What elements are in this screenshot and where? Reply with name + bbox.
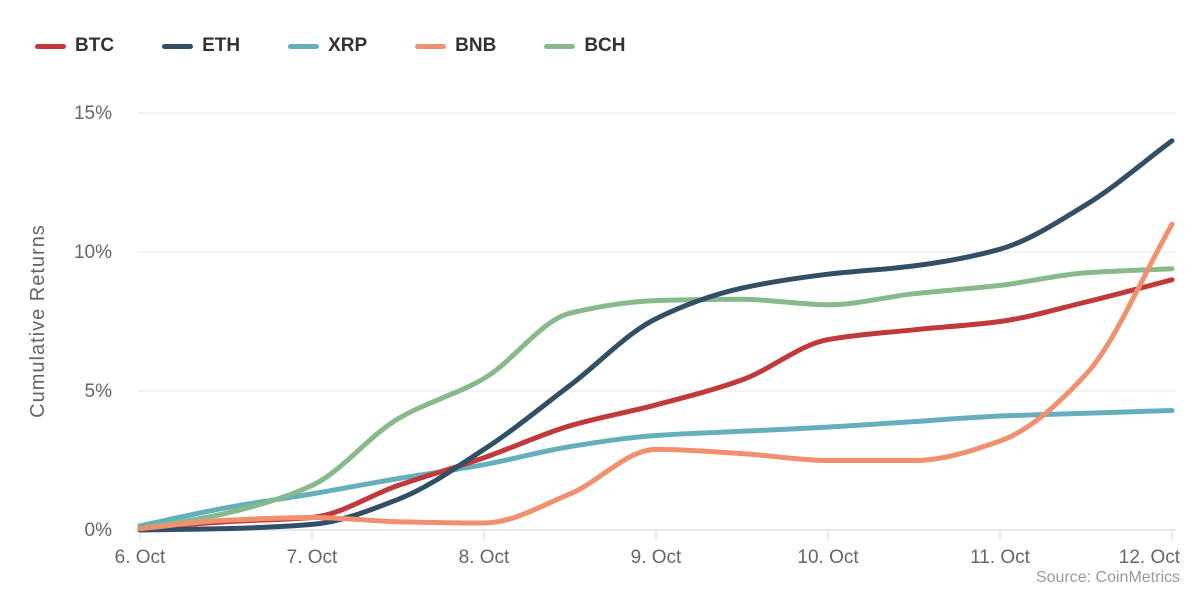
y-axis-label-10pct: 10%: [74, 242, 112, 263]
y-axis-label-0pct: 0%: [85, 520, 113, 541]
legend-item-eth[interactable]: ETH: [162, 34, 240, 58]
legend-item-xrp[interactable]: XRP: [288, 34, 367, 58]
y-axis-label-15pct: 15%: [74, 103, 112, 124]
chart-legend: BTC ETH XRP BNB BCH: [35, 34, 625, 58]
legend-item-bch[interactable]: BCH: [544, 34, 625, 58]
legend-label-eth: ETH: [202, 35, 241, 56]
legend-item-btc[interactable]: BTC: [35, 34, 114, 58]
y-axis-title: Cumulative Returns: [27, 224, 49, 418]
legend-swatch-xrp: [288, 43, 320, 49]
x-axis-label-9-oct: 9. Oct: [631, 547, 682, 568]
legend-swatch-bch: [544, 43, 576, 49]
x-axis-label-7-oct: 7. Oct: [287, 547, 338, 568]
legend-label-btc: BTC: [75, 35, 115, 56]
x-axis-label-12-oct: 12. Oct: [1119, 547, 1181, 568]
series-line-bnb[interactable]: [137, 221, 1175, 532]
legend-label-bnb: BNB: [455, 35, 497, 56]
x-axis-label-8-oct: 8. Oct: [459, 547, 510, 568]
legend-swatch-btc: [35, 43, 66, 49]
legend-item-bnb[interactable]: BNB: [415, 34, 496, 58]
legend-swatch-bnb: [415, 43, 447, 49]
x-axis-label-10-oct: 10. Oct: [797, 547, 859, 568]
legend-label-bch: BCH: [584, 35, 626, 56]
legend-swatch-eth: [162, 43, 194, 49]
series-line-bch[interactable]: [137, 266, 1175, 532]
x-axis-label-11-oct: 11. Oct: [970, 547, 1031, 568]
series-line-xrp[interactable]: [137, 408, 1175, 529]
x-axis-label-6-oct: 6. Oct: [115, 547, 166, 568]
y-axis-label-5pct: 5%: [85, 381, 113, 402]
series-line-eth[interactable]: [137, 138, 1175, 533]
legend-label-xrp: XRP: [328, 35, 368, 56]
source-credit: Source: CoinMetrics: [1035, 569, 1180, 586]
